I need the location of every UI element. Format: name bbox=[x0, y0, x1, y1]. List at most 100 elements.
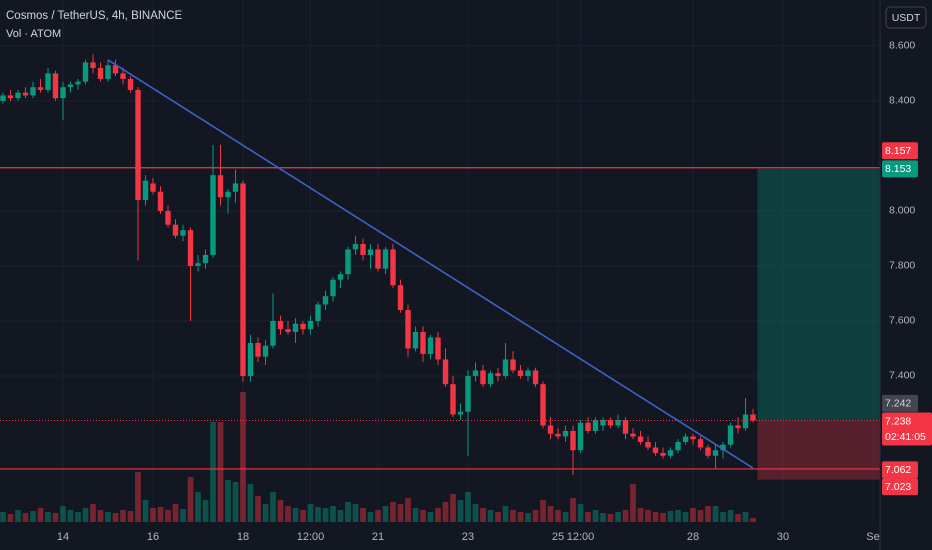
target-price-label: 8.153 bbox=[885, 163, 911, 175]
candle-body bbox=[442, 359, 449, 385]
plot-area: 14 16 18 12:00 21 23 25 12:00 28 30 Se bbox=[0, 0, 880, 543]
candle-body bbox=[7, 95, 14, 99]
volume-bar bbox=[720, 512, 726, 522]
candle-body bbox=[202, 254, 209, 264]
y-tick-label: 8.000 bbox=[889, 205, 915, 217]
candle-body bbox=[675, 441, 681, 451]
volume-bar bbox=[120, 510, 126, 522]
volume-bar bbox=[232, 482, 239, 522]
candle-body bbox=[225, 191, 231, 198]
volume-bar bbox=[37, 508, 44, 522]
volume-bar bbox=[457, 500, 464, 522]
candle-body bbox=[0, 95, 6, 101]
candle-body bbox=[502, 359, 509, 376]
volume-bar bbox=[750, 518, 756, 522]
candle-body bbox=[480, 370, 486, 385]
hline-price-label: 7.062 bbox=[885, 464, 911, 476]
volume-bar bbox=[570, 498, 576, 522]
volume-bar bbox=[675, 510, 681, 522]
volume-bar bbox=[307, 504, 314, 522]
volume-bar bbox=[390, 502, 396, 522]
candle-body bbox=[315, 304, 321, 321]
volume-bar bbox=[375, 510, 381, 522]
candle-body bbox=[195, 263, 201, 266]
volume-bar bbox=[105, 512, 111, 522]
volume-bar bbox=[82, 508, 89, 522]
volume-bar bbox=[262, 504, 269, 522]
candle-body bbox=[105, 65, 111, 79]
candle-body bbox=[322, 296, 329, 305]
x-tick-label: Se bbox=[866, 531, 879, 543]
last-price-bg bbox=[882, 412, 932, 446]
volume-bar bbox=[315, 507, 321, 522]
volume-bar bbox=[480, 508, 486, 522]
volume-bar bbox=[682, 512, 689, 522]
volume-bar bbox=[322, 508, 329, 522]
volume-bar bbox=[502, 506, 509, 522]
candle-body bbox=[262, 345, 269, 357]
x-tick-label: 28 bbox=[687, 531, 699, 543]
candle-body bbox=[667, 450, 674, 456]
candle-body bbox=[382, 249, 389, 269]
volume-bar bbox=[255, 496, 261, 522]
candle-body bbox=[292, 323, 299, 332]
volume-bar bbox=[150, 508, 156, 522]
candle-body bbox=[187, 230, 194, 266]
volume-bar bbox=[142, 500, 149, 522]
volume-bar bbox=[345, 502, 351, 522]
volume-bar bbox=[450, 494, 456, 522]
volume-bar bbox=[517, 512, 524, 522]
stop-price-label: 7.023 bbox=[885, 481, 911, 493]
volume-bar bbox=[180, 509, 186, 522]
candle-body bbox=[22, 92, 29, 96]
candle-body bbox=[487, 373, 494, 385]
x-tick-label: 23 bbox=[462, 531, 474, 543]
candle-body bbox=[615, 419, 621, 426]
candle-body bbox=[517, 370, 524, 376]
x-tick-label: 14 bbox=[57, 531, 69, 543]
volume-bar bbox=[592, 510, 599, 522]
candle-body bbox=[630, 433, 636, 437]
candle-body bbox=[90, 62, 96, 68]
candle-body bbox=[142, 180, 149, 200]
currency-label[interactable]: USDT bbox=[892, 12, 921, 24]
volume-bar bbox=[97, 510, 104, 522]
candle-body bbox=[30, 87, 36, 96]
candle-body bbox=[637, 436, 644, 442]
volume-bar bbox=[172, 504, 179, 522]
volume-bar bbox=[22, 513, 29, 522]
volume-bar bbox=[442, 502, 449, 522]
volume-bar bbox=[727, 510, 734, 522]
candle-body bbox=[420, 331, 426, 354]
currency-button[interactable] bbox=[885, 6, 927, 29]
volume-bar bbox=[630, 484, 636, 522]
x-tick-label: 25 bbox=[552, 531, 564, 543]
candle-body bbox=[180, 230, 186, 236]
x-tick-label: 30 bbox=[777, 531, 789, 543]
candle-body bbox=[465, 375, 471, 412]
volume-bar bbox=[195, 492, 201, 522]
volume-bar bbox=[577, 504, 584, 522]
candle-body bbox=[75, 81, 81, 85]
candle-body bbox=[367, 249, 374, 255]
volume-bar bbox=[405, 498, 411, 522]
volume-bar bbox=[615, 512, 621, 522]
countdown: 02:41:05 bbox=[885, 431, 926, 443]
candle-body bbox=[607, 419, 614, 426]
volume-bar bbox=[555, 510, 561, 522]
volume-bar bbox=[585, 512, 591, 522]
candle-body bbox=[120, 73, 126, 79]
candle-body bbox=[60, 87, 66, 99]
volume-label: Vol · ATOM bbox=[6, 28, 61, 40]
candle-body bbox=[112, 65, 119, 74]
candle-body bbox=[390, 249, 396, 286]
x-tick-label: 12:00 bbox=[567, 531, 595, 543]
volume-bar bbox=[67, 510, 74, 522]
candle-body bbox=[742, 414, 749, 429]
volume-bar bbox=[247, 484, 254, 522]
candle-body bbox=[495, 373, 501, 376]
volume-bar bbox=[165, 510, 171, 522]
volume-bar bbox=[30, 511, 36, 522]
candle-body bbox=[405, 309, 411, 349]
